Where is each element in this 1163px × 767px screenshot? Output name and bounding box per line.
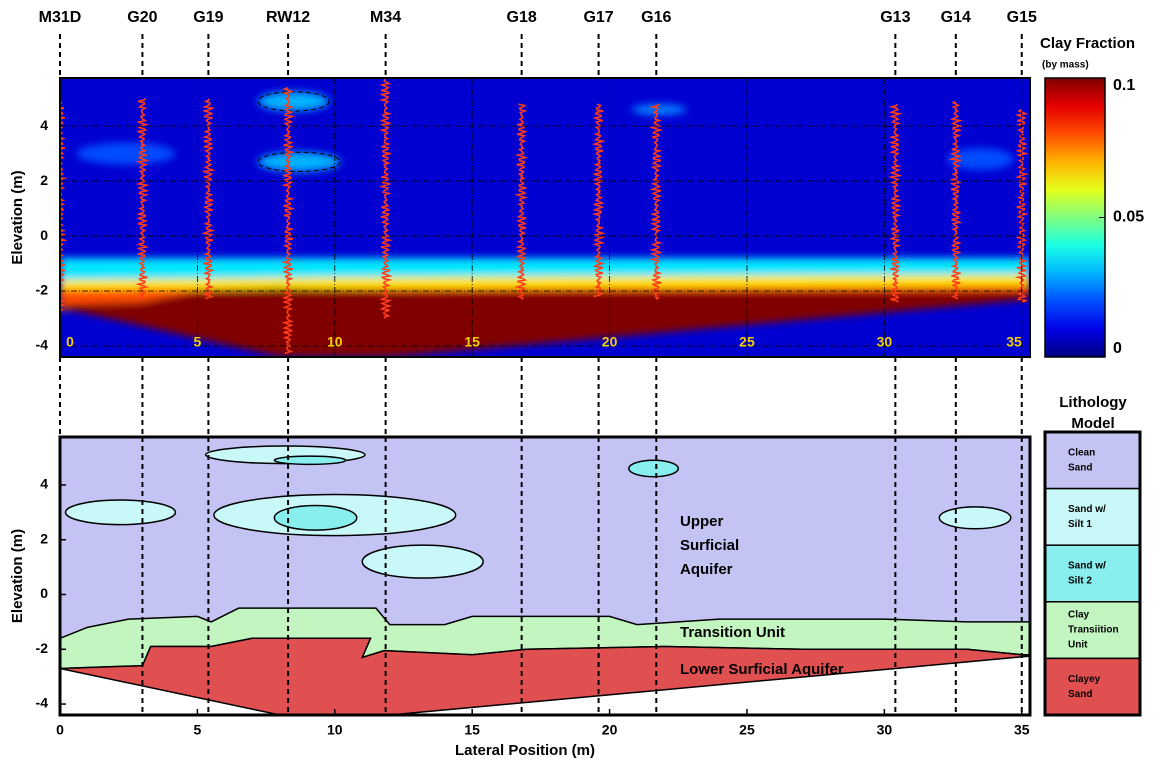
annotation: Upper <box>680 513 724 530</box>
y-tick-label: -2 <box>36 282 49 298</box>
well-label: G19 <box>193 9 223 26</box>
well-label: RW12 <box>266 9 310 26</box>
well-label: G18 <box>507 9 537 26</box>
legend-swatch <box>1045 432 1140 489</box>
legend-label: Clayey <box>1068 674 1101 685</box>
legend-label: Clean <box>1068 447 1095 458</box>
lithology-lens <box>939 507 1010 529</box>
y-axis-label: Elevation (m) <box>9 170 26 264</box>
well-label: G14 <box>941 9 971 26</box>
legend-swatch <box>1045 489 1140 546</box>
y-tick-label: 0 <box>40 585 48 601</box>
legend-label: Clay <box>1068 610 1090 621</box>
well-label: G16 <box>641 9 671 26</box>
y-tick-label: 4 <box>40 476 48 492</box>
legend-title: Model <box>1071 415 1114 432</box>
heatmap-lens <box>632 104 687 115</box>
y-tick-label: 4 <box>40 117 48 133</box>
x-tick-label: 20 <box>602 722 618 738</box>
lithology-map <box>60 437 1030 715</box>
y-tick-label: -4 <box>36 337 49 353</box>
colorbar <box>1045 78 1105 357</box>
legend-label: Sand w/ <box>1068 561 1106 572</box>
x-tick-label: 0 <box>56 722 64 738</box>
heatmap-lens <box>76 143 175 165</box>
x-axis-label: Lateral Position (m) <box>455 742 595 759</box>
lithology-lens <box>274 505 356 530</box>
y-tick-label: -2 <box>36 640 49 656</box>
x-tick-label: 30 <box>877 722 893 738</box>
lithology-lens <box>65 500 175 525</box>
heatmap-field <box>56 78 1030 357</box>
x-tick-label-inset: 15 <box>464 334 480 350</box>
x-tick-label: 15 <box>464 722 480 738</box>
legend-swatch <box>1045 658 1140 715</box>
y-axis-label: Elevation (m) <box>9 529 26 623</box>
x-tick-label: 5 <box>193 722 201 738</box>
legend-label: Sand w/ <box>1068 504 1106 515</box>
legend-label: Transiition <box>1068 625 1119 636</box>
x-tick-label-inset: 0 <box>66 334 74 350</box>
colorbar-tick-label: 0.1 <box>1113 77 1135 94</box>
legend-label: Silt 2 <box>1068 576 1092 587</box>
y-tick-label: 0 <box>40 227 48 243</box>
x-tick-label-inset: 20 <box>602 334 618 350</box>
colorbar-tick-label: 0 <box>1113 340 1122 357</box>
y-tick-label: 2 <box>40 530 48 546</box>
x-tick-label: 35 <box>1014 722 1030 738</box>
x-tick-label-inset: 30 <box>877 334 893 350</box>
well-label: G17 <box>583 9 613 26</box>
colorbar-subtitle: (by mass) <box>1042 60 1089 71</box>
lithology-unit <box>60 638 1030 715</box>
colorbar-title: Clay Fraction <box>1040 35 1135 52</box>
annotation: Surficial <box>680 537 739 554</box>
well-label: G20 <box>127 9 157 26</box>
well-label: G15 <box>1007 9 1037 26</box>
legend-label: Unit <box>1068 640 1088 651</box>
x-tick-label-inset: 25 <box>739 334 755 350</box>
x-tick-label-inset: 5 <box>193 334 201 350</box>
lithology-lens <box>274 456 345 464</box>
x-tick-label: 25 <box>739 722 755 738</box>
colorbar-tick-label: 0.05 <box>1113 209 1144 226</box>
figure: M31D G20 G19 RW12 M34 G18 G17 G16 G13 G14 G15 0 5 10 1… <box>0 0 1163 767</box>
lithology-lens <box>629 460 678 476</box>
annotation: Lower Surficial Aquifer <box>680 661 844 678</box>
well-label: M31D <box>39 9 82 26</box>
legend-swatch <box>1045 545 1140 602</box>
legend-label: Sand <box>1068 462 1092 473</box>
legend-title: Lithology <box>1059 394 1127 411</box>
x-tick-label-inset: 35 <box>1006 334 1022 350</box>
x-tick-label: 10 <box>327 722 343 738</box>
annotation: Transition Unit <box>680 624 785 641</box>
legend-label: Sand <box>1068 689 1092 700</box>
y-tick-label: -4 <box>36 695 49 711</box>
well-label: G13 <box>880 9 910 26</box>
well-label: M34 <box>370 9 401 26</box>
lithology-lens <box>362 545 483 578</box>
x-tick-label-inset: 10 <box>327 334 343 350</box>
annotation: Aquifer <box>680 561 733 578</box>
y-tick-label: 2 <box>40 172 48 188</box>
legend-label: Silt 1 <box>1068 519 1092 530</box>
